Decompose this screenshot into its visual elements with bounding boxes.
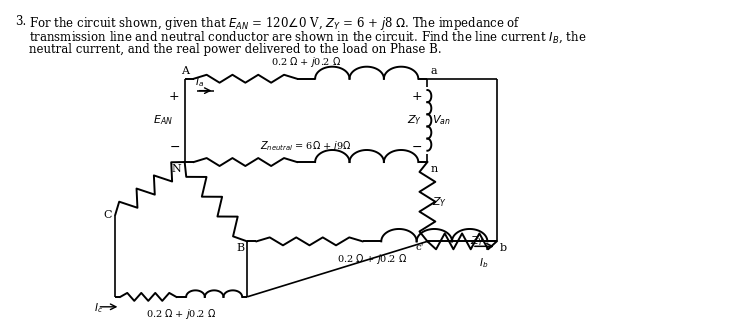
Text: N: N	[172, 164, 182, 174]
Text: +: +	[412, 90, 422, 103]
Text: n: n	[430, 164, 438, 174]
Text: 0.2 $\Omega$ + $j$0.2 $\Omega$: 0.2 $\Omega$ + $j$0.2 $\Omega$	[271, 55, 341, 69]
Text: neutral current, and the real power delivered to the load on Phase B.: neutral current, and the real power deli…	[29, 43, 441, 56]
Text: 0.2 $\Omega$ + $j$0.2 $\Omega$: 0.2 $\Omega$ + $j$0.2 $\Omega$	[146, 307, 217, 321]
Text: $-$: $-$	[168, 140, 180, 153]
Text: $I_c$: $I_c$	[93, 301, 102, 315]
Text: $I_b$: $I_b$	[479, 256, 488, 270]
Text: $Z_Y$: $Z_Y$	[433, 195, 447, 209]
Text: $Z_Y$: $Z_Y$	[470, 234, 485, 248]
Text: $E_{AN}$: $E_{AN}$	[153, 114, 173, 127]
Text: +: +	[169, 90, 180, 103]
Text: $I_a$: $I_a$	[194, 75, 203, 89]
Text: B: B	[236, 243, 244, 253]
Text: a: a	[430, 66, 437, 76]
Text: b: b	[499, 243, 507, 253]
Text: C: C	[104, 210, 112, 219]
Text: $Z_Y$: $Z_Y$	[407, 114, 422, 127]
Text: For the circuit shown, given that $E_{AN}$ = 120$\angle$0 V, $Z_Y$ = 6 + $j$8 $\: For the circuit shown, given that $E_{AN…	[29, 15, 521, 32]
Text: c': c'	[416, 243, 424, 252]
Text: 0.2 $\Omega$ + $j$0.2 $\Omega$: 0.2 $\Omega$ + $j$0.2 $\Omega$	[337, 252, 407, 266]
Text: $Z_{neutral}$ = 6$\Omega$ + $j$9$\Omega$: $Z_{neutral}$ = 6$\Omega$ + $j$9$\Omega$	[260, 139, 352, 153]
Text: $-$: $-$	[411, 140, 422, 153]
Text: $V_{an}$: $V_{an}$	[433, 114, 451, 127]
Text: A: A	[180, 66, 188, 76]
Text: 3.: 3.	[16, 15, 27, 28]
Text: transmission line and neutral conductor are shown in the circuit. Find the line : transmission line and neutral conductor …	[29, 29, 587, 45]
